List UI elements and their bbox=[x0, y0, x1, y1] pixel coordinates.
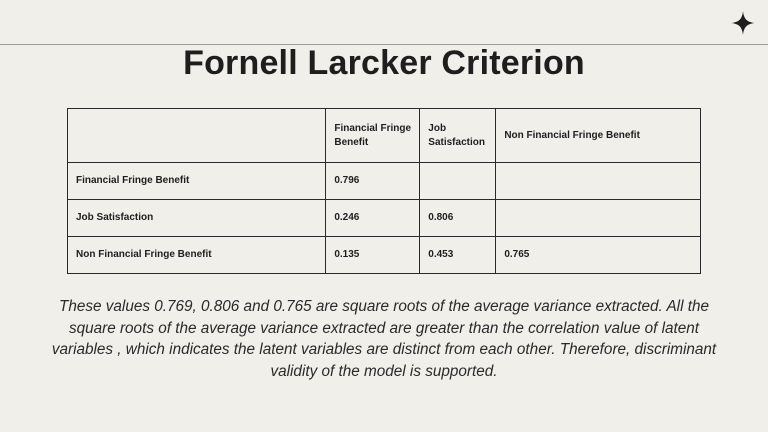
header-cell-non-financial-fringe-benefit: Non Financial Fringe Benefit bbox=[495, 108, 701, 163]
top-divider bbox=[0, 44, 768, 45]
table-cell: 0.806 bbox=[419, 199, 497, 237]
row-label: Non Financial Fringe Benefit bbox=[66, 236, 327, 274]
table-cell: 0.246 bbox=[325, 199, 421, 237]
table-cell: 0.765 bbox=[495, 236, 701, 274]
fornell-larcker-table: Financial Fringe Benefit Job Satisfactio… bbox=[66, 108, 701, 274]
header-cell-financial-fringe-benefit: Financial Fringe Benefit bbox=[325, 108, 421, 163]
table-row: Financial Fringe Benefit 0.796 bbox=[66, 162, 701, 200]
header-cell-job-satisfaction: Job Satisfaction bbox=[419, 108, 497, 163]
row-label: Financial Fringe Benefit bbox=[66, 162, 327, 200]
row-label: Job Satisfaction bbox=[66, 199, 327, 237]
explanation-note: These values 0.769, 0.806 and 0.765 are … bbox=[51, 298, 717, 380]
table-row: Job Satisfaction 0.246 0.806 bbox=[66, 199, 701, 237]
table-cell: 0.135 bbox=[325, 236, 421, 274]
four-point-star-icon bbox=[731, 11, 755, 35]
table-cell bbox=[495, 199, 701, 237]
slide-title: Fornell Larcker Criterion bbox=[183, 44, 585, 82]
table-cell bbox=[495, 162, 701, 200]
table-cell: 0.453 bbox=[419, 236, 497, 274]
table-cell bbox=[419, 162, 497, 200]
header-cell-empty bbox=[66, 108, 327, 163]
table-row: Non Financial Fringe Benefit 0.135 0.453… bbox=[66, 236, 701, 274]
table-cell: 0.796 bbox=[325, 162, 421, 200]
table-header-row: Financial Fringe Benefit Job Satisfactio… bbox=[66, 108, 701, 163]
